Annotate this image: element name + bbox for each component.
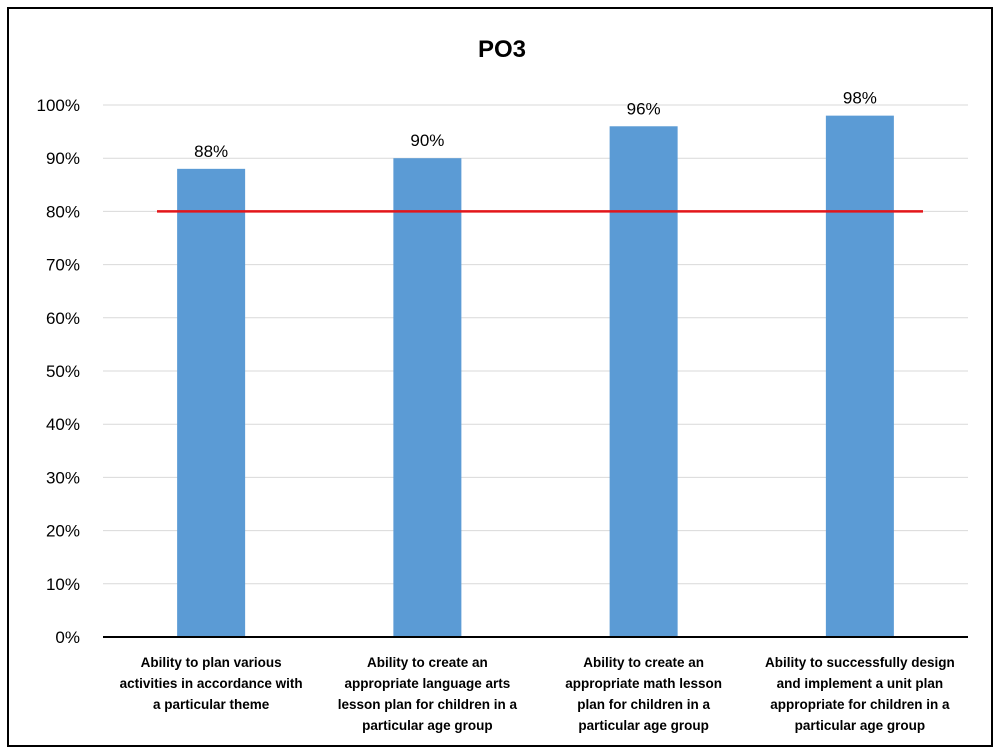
gridlines xyxy=(103,104,968,585)
x-category-label-line: plan for children in a xyxy=(577,697,710,712)
x-category-label-line: activities in accordance with xyxy=(120,676,303,691)
x-category-label-line: Ability to plan various xyxy=(141,655,282,670)
y-tick-label: 30% xyxy=(46,468,80,487)
x-category-label-line: Ability to create an xyxy=(367,655,488,670)
bar xyxy=(609,126,678,637)
x-category-label: Ability to create an appropriate language… xyxy=(338,655,518,733)
y-tick-label: 20% xyxy=(46,522,80,541)
y-tick-label: 100% xyxy=(37,96,80,115)
x-category-label-line: appropriate language arts xyxy=(344,676,510,691)
bars xyxy=(177,115,894,637)
bar xyxy=(177,168,246,637)
x-category-label-line: appropriate for children in a xyxy=(770,697,950,712)
x-category-label-line: particular age group xyxy=(362,718,493,733)
x-category-label-line: appropriate math lesson xyxy=(565,676,722,691)
x-category-label: Ability to create an appropriate math les… xyxy=(565,655,722,733)
x-category-label-line: and implement a unit plan xyxy=(777,676,944,691)
x-category-label-line: lesson plan for children in a xyxy=(338,697,518,712)
data-label: 90% xyxy=(410,131,444,150)
x-category-label: Ability to plan various activities in acc… xyxy=(120,655,303,712)
y-tick-label: 70% xyxy=(46,256,80,275)
x-category-label-line: particular age group xyxy=(578,718,709,733)
y-tick-label: 10% xyxy=(46,575,80,594)
x-category-label-line: a particular theme xyxy=(153,697,270,712)
y-tick-label: 0% xyxy=(55,628,80,647)
y-tick-label: 60% xyxy=(46,309,80,328)
x-category-label-line: Ability to create an xyxy=(583,655,704,670)
y-tick-label: 80% xyxy=(46,202,80,221)
data-label: 98% xyxy=(843,89,877,108)
data-label: 96% xyxy=(627,99,661,118)
x-category-label-line: particular age group xyxy=(795,718,926,733)
bar xyxy=(825,115,894,637)
labels: 0% 10% 20% 30% 40% 50% 60% 70% 80% 90% 100% 88% 90% 9… xyxy=(37,89,955,733)
x-category-label: Ability to successfully design and implem… xyxy=(765,655,955,733)
bar xyxy=(393,158,462,637)
data-label: 88% xyxy=(194,142,228,161)
y-tick-label: 50% xyxy=(46,362,80,381)
y-tick-label: 40% xyxy=(46,415,80,434)
chart-title: PO3 xyxy=(478,36,526,63)
y-tick-label: 90% xyxy=(46,149,80,168)
x-category-label-line: Ability to successfully design xyxy=(765,655,955,670)
